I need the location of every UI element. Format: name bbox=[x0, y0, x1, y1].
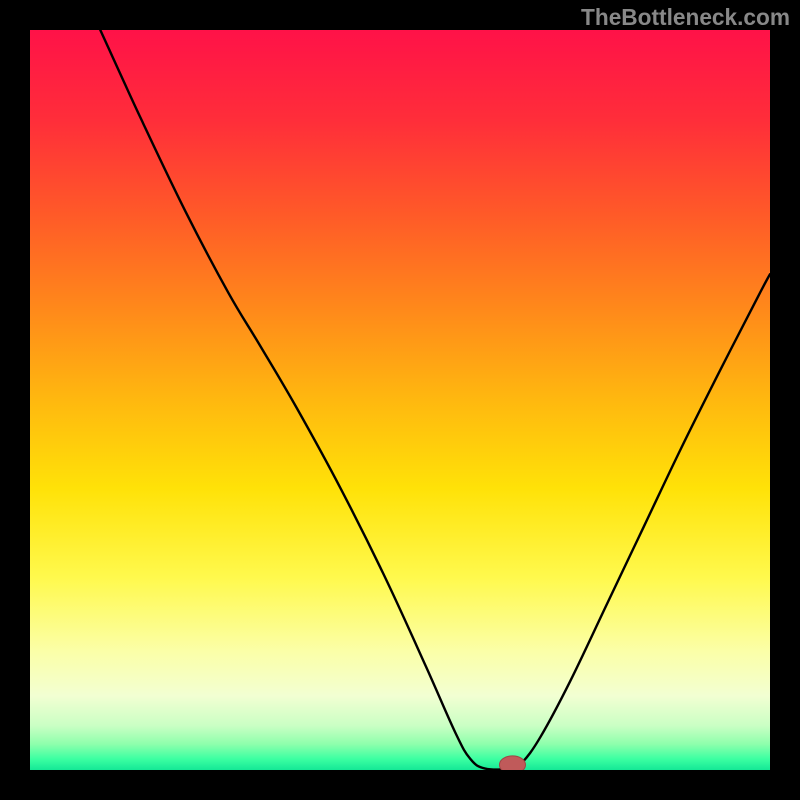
chart-background bbox=[30, 30, 770, 770]
bottleneck-chart bbox=[30, 30, 770, 770]
optimal-marker bbox=[499, 756, 525, 770]
chart-panel bbox=[30, 30, 770, 770]
watermark-text: TheBottleneck.com bbox=[581, 4, 790, 31]
